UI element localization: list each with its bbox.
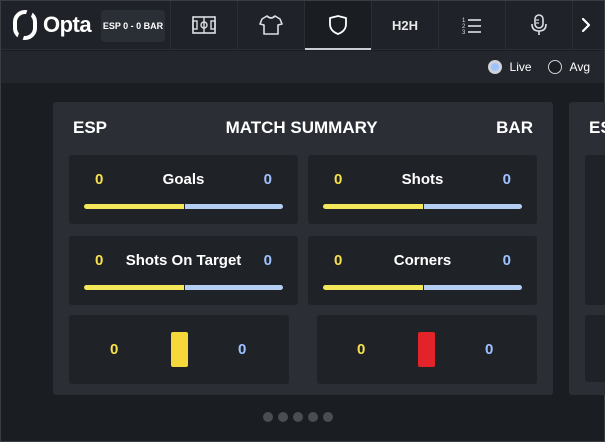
stat-away-value: 0 [263, 252, 272, 269]
yellow-cards-home: 0 [110, 341, 119, 358]
stat-bar-home [84, 285, 184, 290]
pagination-dot[interactable] [263, 412, 273, 422]
stat-shots: 0 Shots 0 [308, 155, 537, 224]
tab-lineup[interactable] [237, 1, 304, 49]
stat-goals: 0 Goals 0 [69, 155, 298, 224]
stat-away-value: 0 [502, 252, 511, 269]
avg-radio-label: Avg [569, 60, 590, 74]
stat-home-value: 0 [95, 171, 104, 188]
next-card-team: ES [589, 118, 605, 137]
red-cards-stat: 0 0 [317, 315, 537, 384]
tab-summary[interactable] [304, 1, 371, 50]
stat-bar-away [184, 204, 283, 209]
stat-corners: 0 Corners 0 [308, 236, 537, 305]
yellow-cards-stat: 0 0 [69, 315, 289, 384]
tab-pitch[interactable] [170, 1, 237, 49]
match-summary-title: MATCH SUMMARY [225, 118, 378, 137]
match-summary-card: ESP MATCH SUMMARY BAR 0 Goals 0 0 Shots … [53, 102, 553, 395]
away-team: BAR [496, 118, 533, 137]
pagination-dot[interactable] [308, 412, 318, 422]
stat-bar-home [323, 204, 423, 209]
opta-logo-icon [13, 10, 37, 40]
list-icon: 1 2 3 [462, 18, 481, 34]
stat-bar [84, 285, 283, 290]
stat-bar [323, 204, 522, 209]
microphone-icon [531, 14, 547, 35]
svg-text:2: 2 [462, 24, 466, 30]
pagination-dots [263, 412, 333, 422]
stat-label: Shots On Target [125, 252, 242, 269]
tab-commentary[interactable]: 1 2 3 [438, 1, 505, 49]
svg-text:3: 3 [462, 30, 466, 34]
stat-away-value: 0 [263, 171, 272, 188]
pagination-dot[interactable] [293, 412, 303, 422]
stat-label: Corners [393, 252, 452, 269]
stat-bar-away [184, 285, 283, 290]
main-area: ESP MATCH SUMMARY BAR 0 Goals 0 0 Shots … [1, 83, 605, 441]
svg-text:1: 1 [462, 18, 466, 24]
stat-label: Shots [401, 171, 444, 188]
stat-bar [84, 204, 283, 209]
stat-label: Goals [162, 171, 205, 188]
avg-radio-dot [547, 60, 562, 74]
tab-h2h-label: H2H [391, 17, 418, 33]
red-card-icon [418, 332, 435, 367]
brand-name: Opta [43, 12, 92, 37]
next-card-peek[interactable]: ES [569, 102, 605, 395]
home-team: ESP [73, 118, 108, 137]
live-radio-label: Live [509, 60, 532, 74]
stat-away-value: 0 [502, 171, 511, 188]
pitch-icon [192, 16, 216, 34]
stat-home-value: 0 [334, 171, 343, 188]
stat-bar-away [423, 204, 522, 209]
live-avg-toggle: Live Avg [1, 51, 604, 83]
match-summary-header: ESP MATCH SUMMARY BAR [53, 102, 553, 154]
live-radio-dot [487, 60, 502, 74]
tab-h2h[interactable]: H2H [371, 1, 438, 49]
yellow-cards-away: 0 [238, 341, 247, 358]
stat-shots-on-target: 0 Shots On Target 0 [69, 236, 298, 305]
red-cards-away: 0 [485, 341, 494, 358]
stat-bar-home [323, 285, 423, 290]
tab-audio[interactable] [505, 1, 572, 49]
stat-home-value: 0 [95, 252, 104, 269]
shirt-icon [259, 15, 283, 35]
next-card-panel [585, 315, 605, 382]
stat-bar-home [84, 204, 184, 209]
pagination-dot[interactable] [323, 412, 333, 422]
pagination-dot[interactable] [278, 412, 288, 422]
stat-bar-away [423, 285, 522, 290]
chevron-right-icon [581, 17, 590, 33]
stat-bar [323, 285, 522, 290]
nav-next-button[interactable] [572, 1, 598, 49]
red-cards-home: 0 [357, 341, 366, 358]
shield-icon [329, 15, 347, 35]
live-radio[interactable]: Live [487, 60, 532, 74]
opta-logo: Opta [1, 1, 101, 49]
yellow-card-icon [171, 332, 188, 367]
avg-radio[interactable]: Avg [547, 60, 590, 74]
next-card-panel [585, 155, 605, 305]
score-pill: ESP 0 - 0 BAR [101, 10, 165, 42]
stat-home-value: 0 [334, 252, 343, 269]
top-nav: Opta ESP 0 - 0 BAR H2H 1 2 3 [1, 1, 604, 50]
